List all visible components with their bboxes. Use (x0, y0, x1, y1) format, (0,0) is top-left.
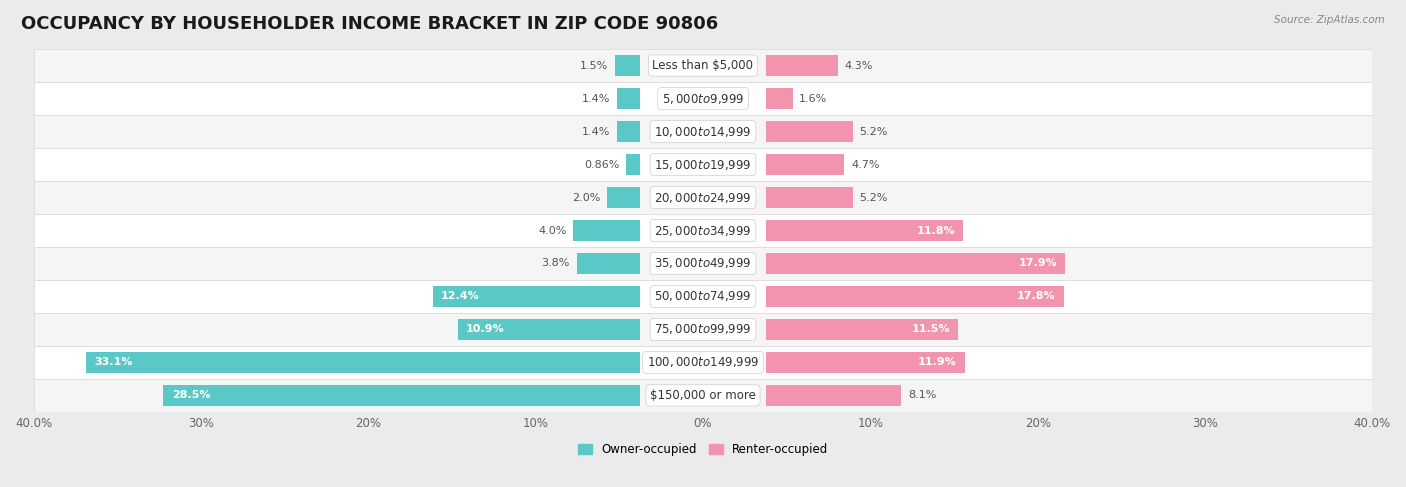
Bar (34, 280, 1372, 313)
Text: 11.5%: 11.5% (911, 324, 950, 335)
Bar (766, 385, 901, 406)
Bar (766, 187, 853, 208)
Bar (766, 56, 838, 76)
Bar (576, 253, 640, 274)
Text: $50,000 to $74,999: $50,000 to $74,999 (654, 289, 752, 303)
Text: 2.0%: 2.0% (572, 192, 600, 203)
Bar (766, 319, 959, 339)
Bar (607, 187, 640, 208)
Text: 4.0%: 4.0% (538, 225, 567, 236)
Bar (34, 82, 1372, 115)
Text: $15,000 to $19,999: $15,000 to $19,999 (654, 157, 752, 171)
Text: 1.6%: 1.6% (799, 94, 828, 104)
Bar (766, 121, 853, 142)
Text: 8.1%: 8.1% (908, 391, 936, 400)
Text: Less than $5,000: Less than $5,000 (652, 59, 754, 72)
Bar (34, 214, 1372, 247)
Text: 0.86%: 0.86% (583, 160, 619, 169)
Bar (34, 313, 1372, 346)
Bar (766, 88, 793, 109)
Bar (766, 154, 845, 175)
Bar (34, 247, 1372, 280)
Text: $20,000 to $24,999: $20,000 to $24,999 (654, 190, 752, 205)
Text: 4.3%: 4.3% (845, 60, 873, 71)
Bar (34, 346, 1372, 379)
Bar (617, 88, 640, 109)
Bar (34, 181, 1372, 214)
Text: OCCUPANCY BY HOUSEHOLDER INCOME BRACKET IN ZIP CODE 90806: OCCUPANCY BY HOUSEHOLDER INCOME BRACKET … (21, 15, 718, 33)
Text: 17.9%: 17.9% (1018, 259, 1057, 268)
Text: $100,000 to $149,999: $100,000 to $149,999 (647, 356, 759, 370)
Text: 10.9%: 10.9% (467, 324, 505, 335)
Text: $10,000 to $14,999: $10,000 to $14,999 (654, 125, 752, 138)
Bar (34, 148, 1372, 181)
Text: 1.4%: 1.4% (582, 94, 610, 104)
Bar (34, 49, 1372, 82)
Legend: Owner-occupied, Renter-occupied: Owner-occupied, Renter-occupied (572, 438, 834, 460)
Bar (34, 379, 1372, 412)
Text: 1.5%: 1.5% (581, 60, 609, 71)
Bar (766, 220, 963, 241)
Text: 17.8%: 17.8% (1017, 292, 1056, 301)
Bar (616, 56, 640, 76)
Text: 3.8%: 3.8% (541, 259, 569, 268)
Text: Source: ZipAtlas.com: Source: ZipAtlas.com (1274, 15, 1385, 25)
Text: $150,000 or more: $150,000 or more (650, 389, 756, 402)
Text: 5.2%: 5.2% (859, 192, 887, 203)
Bar (163, 385, 640, 406)
Text: 33.1%: 33.1% (94, 357, 134, 367)
Bar (766, 286, 1064, 307)
Text: 11.9%: 11.9% (918, 357, 956, 367)
Text: $5,000 to $9,999: $5,000 to $9,999 (662, 92, 744, 106)
Text: $75,000 to $99,999: $75,000 to $99,999 (654, 322, 752, 337)
Bar (433, 286, 640, 307)
Text: $25,000 to $34,999: $25,000 to $34,999 (654, 224, 752, 238)
Text: $35,000 to $49,999: $35,000 to $49,999 (654, 257, 752, 270)
Bar (458, 319, 640, 339)
Text: 1.4%: 1.4% (582, 127, 610, 136)
Bar (574, 220, 640, 241)
Bar (86, 352, 640, 373)
Bar (766, 253, 1066, 274)
Bar (617, 121, 640, 142)
Text: 11.8%: 11.8% (917, 225, 955, 236)
Text: 12.4%: 12.4% (441, 292, 479, 301)
Text: 4.7%: 4.7% (851, 160, 880, 169)
Text: 28.5%: 28.5% (172, 391, 209, 400)
Bar (766, 352, 965, 373)
Bar (626, 154, 640, 175)
Text: 5.2%: 5.2% (859, 127, 887, 136)
Bar (34, 115, 1372, 148)
